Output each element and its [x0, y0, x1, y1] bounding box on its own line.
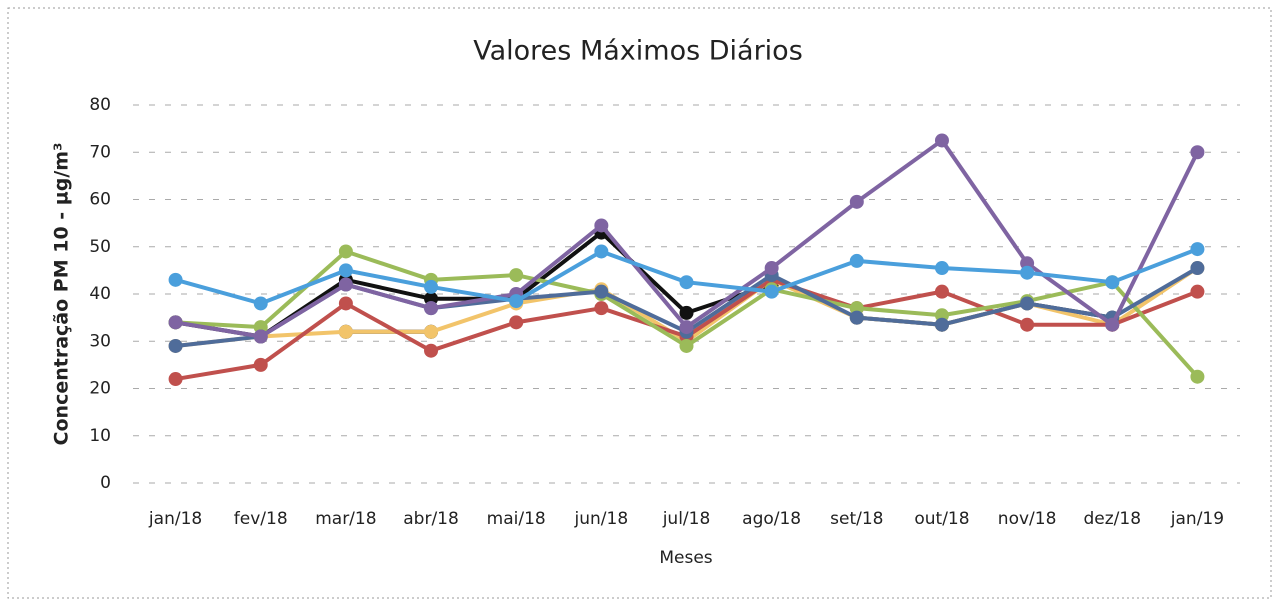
x-tick-label: ago/18 — [742, 509, 801, 529]
data-point — [168, 338, 183, 353]
data-point — [849, 194, 864, 209]
data-point — [1020, 265, 1035, 280]
data-point — [594, 301, 609, 316]
x-tick-label: mai/18 — [487, 509, 546, 529]
data-point — [679, 305, 694, 320]
x-axis-label: Meses — [659, 548, 712, 568]
data-point — [253, 296, 268, 311]
data-point — [1105, 317, 1120, 332]
data-point — [849, 253, 864, 268]
data-point — [679, 338, 694, 353]
y-tick-label: 0 — [100, 473, 111, 493]
x-tick-label: abr/18 — [403, 509, 459, 529]
data-point — [168, 372, 183, 387]
data-point — [338, 324, 353, 339]
chart-title: Valores Máximos Diários — [473, 36, 803, 67]
y-tick-label: 80 — [89, 95, 111, 115]
data-point — [679, 320, 694, 335]
data-point — [253, 329, 268, 344]
x-tick-label: dez/18 — [1083, 509, 1141, 529]
data-point — [338, 263, 353, 278]
data-point — [934, 261, 949, 276]
data-point — [679, 275, 694, 290]
data-point — [849, 310, 864, 325]
x-tick-label: jan/19 — [1170, 509, 1224, 529]
data-point — [1020, 317, 1035, 332]
chart-frame — [7, 7, 1272, 599]
y-tick-label: 70 — [89, 142, 111, 162]
y-tick-label: 20 — [89, 379, 111, 399]
data-point — [168, 272, 183, 287]
y-tick-label: 30 — [89, 331, 111, 351]
data-point — [168, 315, 183, 330]
x-tick-label: nov/18 — [998, 509, 1057, 529]
data-point — [934, 284, 949, 299]
data-point — [1190, 261, 1205, 276]
x-tick-label: jan/18 — [148, 509, 202, 529]
x-tick-label: jun/18 — [574, 509, 629, 529]
data-point — [509, 294, 524, 309]
x-tick-label: mar/18 — [315, 509, 376, 529]
data-point — [934, 317, 949, 332]
data-point — [1190, 284, 1205, 299]
y-tick-label: 10 — [89, 426, 111, 446]
data-point — [764, 284, 779, 299]
data-point — [1105, 275, 1120, 290]
y-tick-label: 50 — [89, 237, 111, 257]
data-point — [1190, 369, 1205, 384]
data-point — [594, 284, 609, 299]
data-point — [594, 244, 609, 259]
x-tick-label: fev/18 — [234, 509, 288, 529]
data-point — [1020, 296, 1035, 311]
data-point — [1190, 242, 1205, 257]
data-point — [424, 279, 439, 294]
y-axis-label: Concentração PM 10 - µg/m³ — [51, 143, 73, 446]
data-point — [764, 261, 779, 276]
data-point — [338, 277, 353, 292]
data-point — [253, 357, 268, 372]
x-tick-label: set/18 — [830, 509, 883, 529]
y-tick-label: 40 — [89, 284, 111, 304]
x-tick-label: out/18 — [914, 509, 969, 529]
data-point — [424, 324, 439, 339]
data-point — [509, 268, 524, 283]
y-tick-label: 60 — [89, 190, 111, 210]
data-point — [1190, 145, 1205, 160]
x-tick-label: jul/18 — [662, 509, 711, 529]
data-point — [338, 244, 353, 259]
data-point — [338, 296, 353, 311]
data-point — [424, 343, 439, 358]
data-point — [509, 315, 524, 330]
data-point — [424, 301, 439, 316]
data-point — [594, 218, 609, 233]
data-point — [934, 133, 949, 148]
